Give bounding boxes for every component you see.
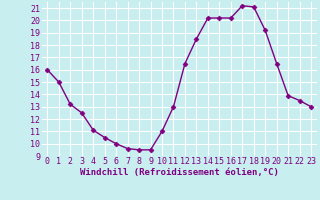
X-axis label: Windchill (Refroidissement éolien,°C): Windchill (Refroidissement éolien,°C) [80,168,279,177]
